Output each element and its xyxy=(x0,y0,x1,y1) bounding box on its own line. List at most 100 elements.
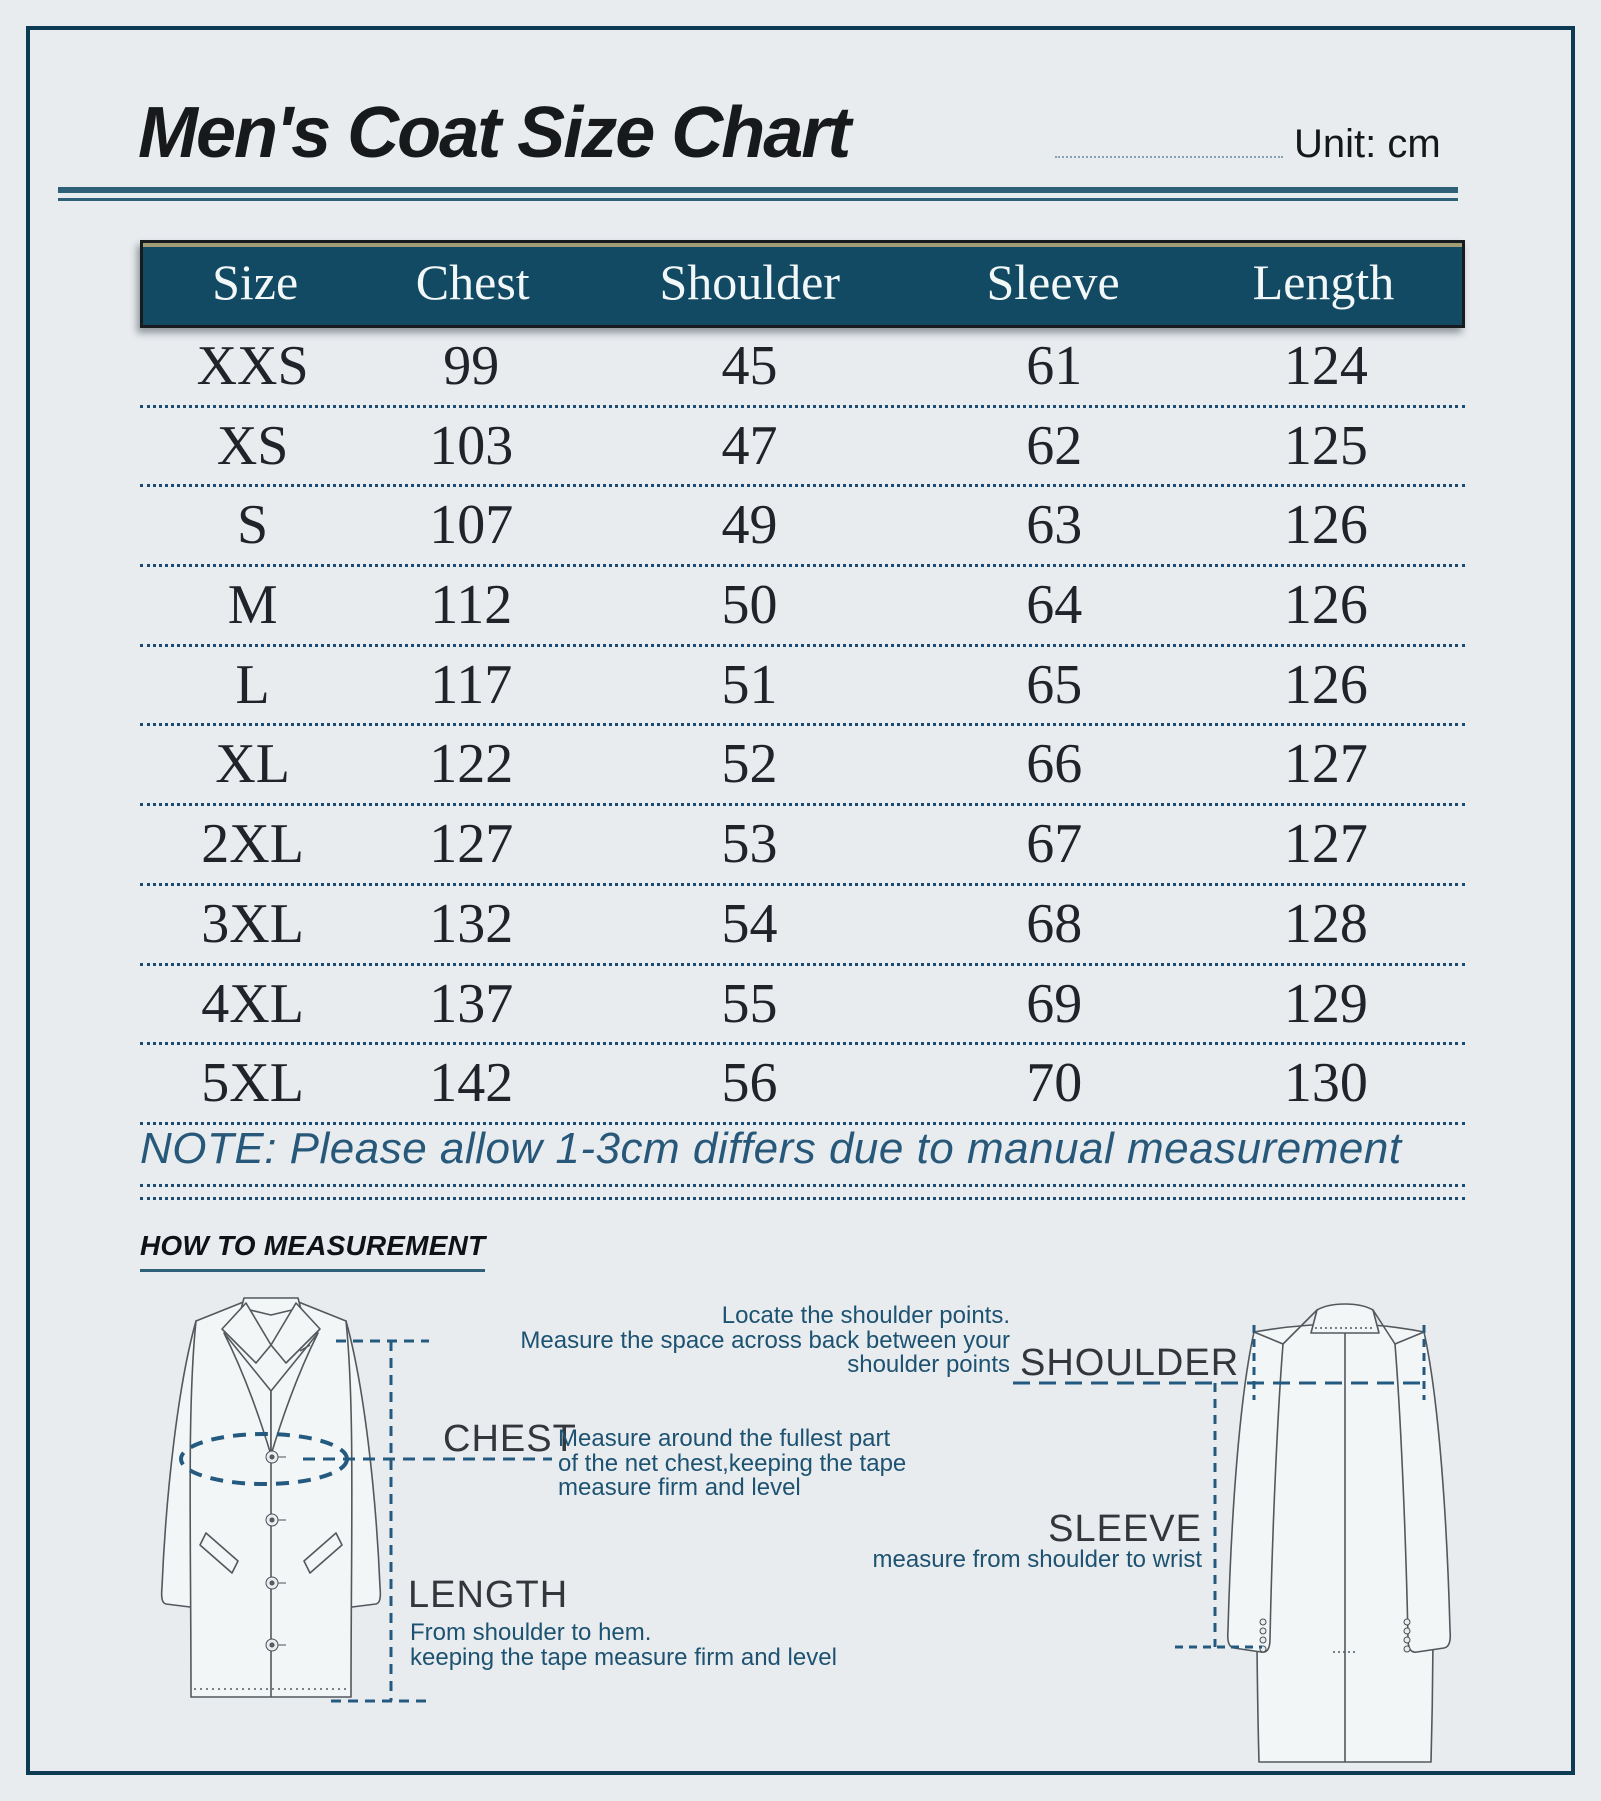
length-label: LENGTH xyxy=(408,1574,569,1616)
cell-length: 127 xyxy=(1283,733,1368,796)
cell-size: XS xyxy=(216,414,289,477)
coat-back-right-sleeve xyxy=(1394,1331,1452,1653)
cell-chest: 99 xyxy=(443,335,500,397)
cell-size: 3XL xyxy=(201,892,304,955)
table-row: 5XL 142 56 70 130 xyxy=(140,1045,1465,1125)
size-table-header-row: Size Chest Shoulder Sleeve Length xyxy=(140,240,1465,328)
coat-front-buttons xyxy=(265,1450,286,1652)
cell-length: 125 xyxy=(1283,414,1368,477)
table-row: 4XL 137 55 69 129 xyxy=(140,966,1465,1046)
cell-sleeve: 67 xyxy=(1026,813,1083,876)
coat-front-right-pocket xyxy=(303,1532,343,1574)
cell-length: 126 xyxy=(1283,494,1368,557)
coat-back-cuff-buttons xyxy=(1259,1618,1411,1653)
cell-length: 127 xyxy=(1283,813,1368,876)
chest-instruction-line: of the net chest,keeping the tape xyxy=(558,1449,907,1477)
cell-length: 128 xyxy=(1283,892,1368,955)
cell-size: 4XL xyxy=(201,972,304,1035)
cell-shoulder: 52 xyxy=(721,733,778,796)
cell-chest: 137 xyxy=(429,972,514,1035)
cell-shoulder: 53 xyxy=(721,813,778,876)
unit-leader-line xyxy=(1055,156,1283,158)
cell-size: L xyxy=(235,653,270,716)
cell-chest: 127 xyxy=(429,813,514,876)
cell-shoulder: 51 xyxy=(721,653,778,716)
cell-length: 129 xyxy=(1283,972,1368,1035)
coat-front-left-lapel xyxy=(221,1302,272,1364)
cell-shoulder: 56 xyxy=(721,1052,778,1115)
shoulder-instruction-line: Locate the shoulder points. xyxy=(721,1302,1010,1329)
unit-label: Unit: cm xyxy=(1294,122,1441,166)
cell-sleeve: 64 xyxy=(1026,574,1083,637)
chest-instructions: Measure around the fullest part of the n… xyxy=(558,1426,988,1501)
coat-back-collar xyxy=(1310,1303,1380,1334)
measurement-guides xyxy=(179,1325,1426,1703)
length-instruction-line: keeping the tape measure firm and level xyxy=(410,1643,837,1671)
table-row: L 117 51 65 126 xyxy=(140,647,1465,727)
column-header-length: Length xyxy=(1252,254,1395,310)
coat-back-right-shoulder-seam xyxy=(1372,1309,1396,1345)
cell-sleeve: 65 xyxy=(1026,653,1083,716)
cell-size: S xyxy=(237,494,269,557)
note-text: NOTE: Please allow 1-3cm differs due to … xyxy=(140,1124,1402,1173)
shoulder-instructions: Locate the shoulder points. Measure the … xyxy=(420,1302,1010,1378)
cell-sleeve: 63 xyxy=(1026,494,1083,557)
coat-back-diagram xyxy=(1226,1303,1452,1763)
cell-chest: 142 xyxy=(429,1052,514,1115)
cell-chest: 103 xyxy=(429,414,514,477)
cell-shoulder: 49 xyxy=(721,494,778,557)
table-row: S 107 49 63 126 xyxy=(140,487,1465,568)
cell-sleeve: 69 xyxy=(1026,972,1083,1035)
note-divider-bottom xyxy=(140,1197,1465,1200)
shoulder-instruction-line: Measure the space across back between yo… xyxy=(520,1326,1010,1354)
chest-instruction-line: measure firm and level xyxy=(558,1474,801,1501)
cell-length: 126 xyxy=(1283,653,1368,716)
cell-sleeve: 66 xyxy=(1026,733,1083,796)
cell-shoulder: 54 xyxy=(721,892,778,955)
coat-back-left-shoulder-seam xyxy=(1282,1309,1318,1345)
table-row: 2XL 127 53 67 127 xyxy=(140,806,1465,886)
table-row: M 112 50 64 126 xyxy=(140,567,1465,647)
column-header-sleeve: Sleeve xyxy=(986,254,1120,310)
cell-length: 126 xyxy=(1283,574,1368,637)
coat-front-right-lapel xyxy=(270,1302,321,1364)
cell-length: 124 xyxy=(1283,335,1368,397)
sleeve-instruction-line: measure from shoulder to wrist xyxy=(872,1546,1202,1573)
cell-chest: 117 xyxy=(430,653,513,716)
sleeve-label: SLEEVE xyxy=(1048,1508,1202,1550)
coat-front-lapel-stitch xyxy=(299,1344,311,1352)
title-divider-thin xyxy=(58,198,1458,201)
cell-chest: 112 xyxy=(430,574,513,637)
shoulder-label: SHOULDER xyxy=(1020,1342,1240,1384)
cell-shoulder: 50 xyxy=(721,574,778,637)
chest-label: CHEST xyxy=(443,1418,577,1460)
coat-front-diagram xyxy=(160,1297,382,1698)
coat-front-left-pocket xyxy=(199,1532,239,1574)
column-header-size: Size xyxy=(212,254,299,310)
cell-shoulder: 55 xyxy=(721,972,778,1035)
cell-shoulder: 45 xyxy=(721,335,778,397)
cell-sleeve: 62 xyxy=(1026,414,1083,477)
coat-back-left-sleeve xyxy=(1226,1331,1284,1653)
table-row: XS 103 47 62 125 xyxy=(140,408,1465,488)
how-to-heading: HOW TO MEASUREMENT xyxy=(140,1230,486,1272)
table-row: XXS 99 45 61 124 xyxy=(140,328,1465,408)
cell-size: XXS xyxy=(196,335,309,397)
note-divider-top xyxy=(140,1184,1465,1187)
cell-sleeve: 61 xyxy=(1026,335,1083,397)
sleeve-instructions: measure from shoulder to wrist xyxy=(702,1546,1202,1573)
cell-length: 130 xyxy=(1283,1052,1368,1115)
cell-size: 5XL xyxy=(201,1052,304,1115)
cell-sleeve: 68 xyxy=(1026,892,1083,955)
cell-shoulder: 47 xyxy=(721,414,778,477)
column-header-shoulder: Shoulder xyxy=(659,254,840,310)
cell-size: 2XL xyxy=(201,813,304,876)
cell-chest: 122 xyxy=(429,733,514,796)
page-title: Men's Coat Size Chart xyxy=(138,93,851,173)
cell-size: XL xyxy=(215,733,290,796)
cell-size: M xyxy=(227,574,278,637)
table-row: 3XL 132 54 68 128 xyxy=(140,886,1465,966)
cell-sleeve: 70 xyxy=(1026,1052,1083,1115)
size-table: Size Chest Shoulder Sleeve Length XXS 99… xyxy=(140,240,1465,1125)
table-row: XL 122 52 66 127 xyxy=(140,726,1465,807)
